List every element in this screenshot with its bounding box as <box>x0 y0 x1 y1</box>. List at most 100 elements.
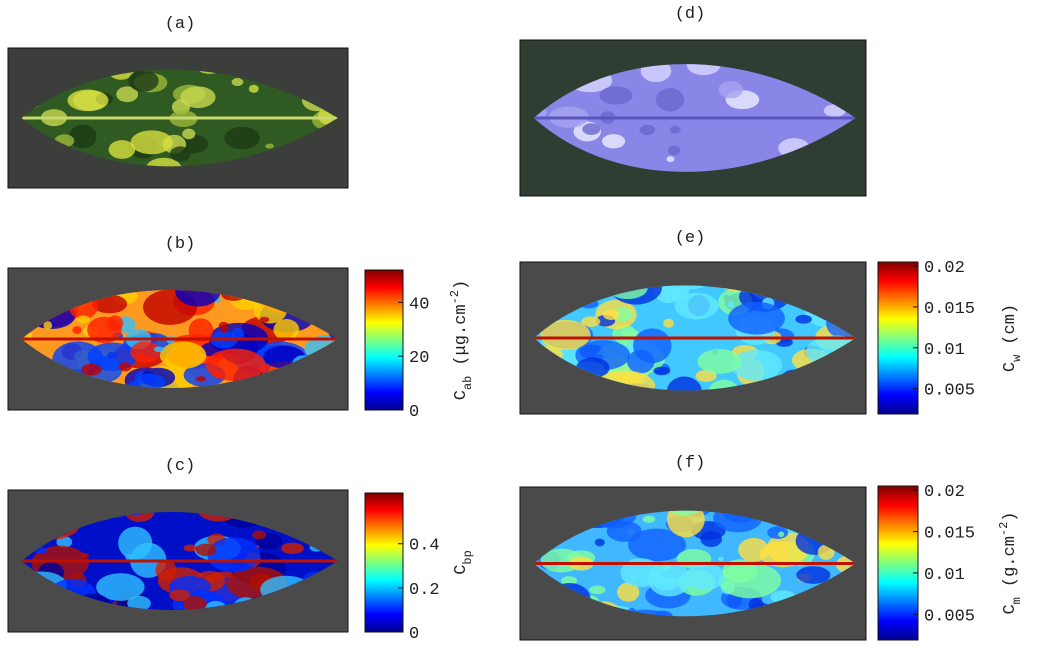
leaf-patch <box>718 81 744 99</box>
leaf-patch <box>594 538 605 547</box>
leaf-patch <box>667 145 681 156</box>
colorbar-tick-label: 0.4 <box>409 537 440 556</box>
leaf-patch <box>145 157 182 167</box>
leaf-patch <box>87 316 122 344</box>
colorbar <box>364 492 404 633</box>
leaf-patch <box>182 595 207 611</box>
colorbar <box>364 269 404 411</box>
panel-label: (e) <box>675 229 706 248</box>
leaf-patch <box>182 128 196 140</box>
leaf-patch <box>56 536 73 548</box>
leaf-patch <box>663 318 674 328</box>
colorbar-tick-label: 0.02 <box>924 259 965 278</box>
leaf-patch <box>727 301 735 308</box>
leaf-patch <box>183 544 198 552</box>
leaf-patch <box>722 559 758 583</box>
panel-label: (a) <box>165 15 196 34</box>
colorbar-title: Cab (μg.cm-2) <box>448 280 475 400</box>
colorbar-tick-label: 0.02 <box>924 483 965 502</box>
leaf-patch <box>128 70 159 92</box>
leaf-patch <box>273 319 300 341</box>
leaf-patch <box>69 124 97 149</box>
leaf-patch <box>92 294 128 314</box>
leaf-patch <box>669 125 681 134</box>
title-superscript: -2 <box>448 290 462 304</box>
colorbar-tick-label: 0.2 <box>409 581 440 600</box>
leaf-patch <box>116 86 139 103</box>
leaf-patch <box>602 309 620 321</box>
leaf-patch <box>674 292 719 320</box>
leaf-patch <box>153 346 164 353</box>
leaf-patch <box>588 585 606 595</box>
title-close: ) <box>452 280 471 290</box>
leaf-patch <box>130 341 161 363</box>
leaf-patch <box>620 558 662 588</box>
leaf-patch <box>43 321 53 330</box>
title-symbol: C <box>1001 604 1020 614</box>
colorbar <box>877 261 919 415</box>
leaf-patch <box>76 315 90 324</box>
leaf-patch <box>195 376 207 382</box>
colorbar-tick-label: 0.005 <box>924 382 975 401</box>
leaf-patch <box>218 321 229 329</box>
title-symbol: C <box>1001 362 1020 372</box>
colorbar-tick-label: 0.015 <box>924 525 975 544</box>
title-unit: (cm) <box>1001 304 1020 345</box>
panel-label: (d) <box>675 5 706 24</box>
leaf-patch <box>778 531 785 538</box>
leaf-patch <box>599 86 633 105</box>
leaf-patch <box>642 515 656 523</box>
leaf-patch <box>188 318 214 343</box>
title-symbol: C <box>452 390 471 400</box>
title-close: ) <box>1001 511 1020 521</box>
leaf-patch <box>169 146 191 162</box>
leaf-patch <box>620 328 639 339</box>
title-superscript: -2 <box>997 522 1011 536</box>
leaf-patch <box>155 559 177 581</box>
title-subscript: m <box>1010 597 1024 604</box>
leaf-patch <box>654 285 682 304</box>
leaf-patch <box>561 576 578 586</box>
leaf-patch <box>700 530 723 547</box>
colorbar-title: Cbp <box>452 550 475 575</box>
leaf-patch <box>728 301 785 335</box>
title-unit: (g.cm <box>1001 536 1020 587</box>
leaf-patch <box>259 316 270 323</box>
leaf-patch <box>685 562 725 591</box>
leaf-patch <box>207 537 261 573</box>
leaf-patch <box>67 89 109 112</box>
leaf-patch <box>617 582 640 602</box>
panel-label: (c) <box>165 457 196 476</box>
leaf-patch <box>127 595 151 611</box>
colorbar-tick-label: 0.01 <box>924 566 965 585</box>
leaf-patch <box>731 349 783 381</box>
leaf-patch <box>628 528 686 562</box>
leaf-patch <box>767 526 789 540</box>
title-unit: (μg.cm <box>452 304 471 365</box>
leaf-patch <box>252 530 267 540</box>
colorbar-tick-label: 0.01 <box>924 341 965 360</box>
leaf-patch <box>582 123 601 135</box>
leaf-patch <box>738 537 770 562</box>
leaf-patch <box>540 319 591 351</box>
leaf-patch <box>134 373 166 389</box>
leaf-patch <box>795 314 812 324</box>
colorbar-title: Cm (g.cm-2) <box>997 511 1024 614</box>
title-symbol: C <box>452 565 471 575</box>
leaf-patch <box>817 544 835 560</box>
leaf-patch <box>633 328 672 364</box>
leaf-patch <box>195 543 217 557</box>
leaf-patch <box>653 366 671 376</box>
colorbar-tick-label: 40 <box>409 295 429 314</box>
leaf-patch <box>655 88 685 112</box>
leaf-patch <box>220 326 228 333</box>
leaf-patch <box>96 573 145 601</box>
leaf-patch <box>281 542 304 554</box>
leaf-patch <box>666 156 675 163</box>
leaf-patch <box>639 124 656 136</box>
leaf-patch <box>180 86 216 109</box>
colorbar-tick-label: 0.005 <box>924 607 975 626</box>
leaf-patch <box>108 140 136 159</box>
leaf-patch <box>666 376 702 391</box>
leaf-patch <box>697 349 742 374</box>
